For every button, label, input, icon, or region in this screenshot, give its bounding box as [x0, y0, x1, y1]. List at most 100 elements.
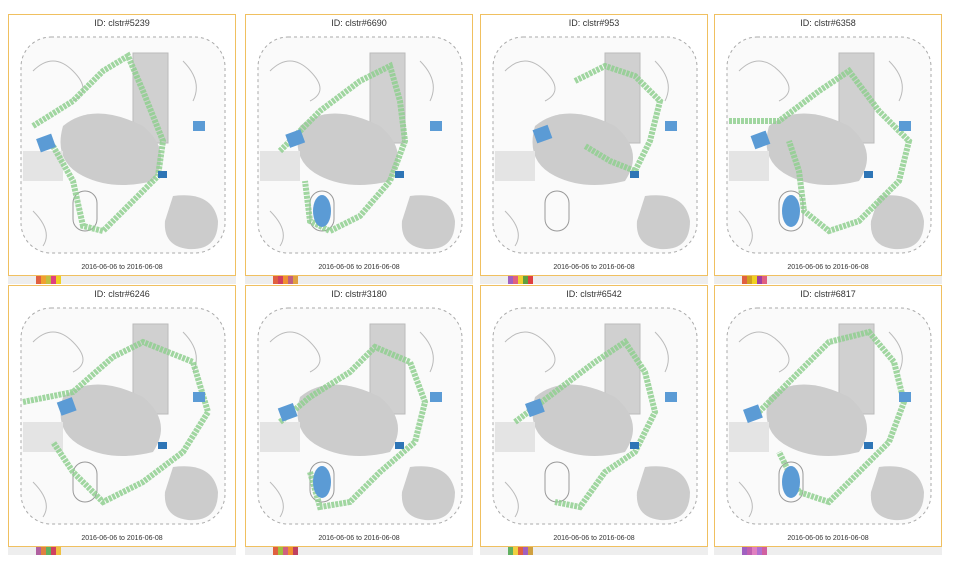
visited-attraction: [532, 124, 553, 144]
cluster-panel: ID: clstr#6246 2016-06-06 to 2016-06-08: [8, 285, 236, 547]
map-area: [260, 151, 300, 181]
cluster-panel: ID: clstr#3180 2016-06-06 to 2016-06-08: [245, 285, 473, 547]
visited-attraction: [193, 392, 205, 402]
cluster-panel: ID: clstr#953 2016-06-06 to 2016-06-08: [480, 14, 708, 276]
park-map: [492, 36, 698, 254]
map-lake: [401, 195, 455, 250]
activity-strip: [8, 547, 236, 555]
date-range: 2016-06-06 to 2016-06-08: [81, 535, 163, 542]
activity-segment: [513, 276, 518, 284]
activity-segment: [757, 547, 762, 555]
activity-segment: [36, 547, 41, 555]
activity-segment: [36, 276, 41, 284]
panel-title: ID: clstr#6358: [800, 18, 856, 28]
map-track: [778, 461, 804, 503]
activity-segment: [278, 276, 283, 284]
visited-attraction: [750, 130, 771, 150]
activity-segment: [273, 276, 278, 284]
visited-attraction: [899, 392, 911, 402]
map-lake: [870, 195, 924, 250]
activity-segment: [46, 547, 51, 555]
cluster-panel: ID: clstr#6542 2016-06-06 to 2016-06-08: [480, 285, 708, 547]
visit-route: [729, 66, 913, 235]
visit-route: [278, 343, 429, 511]
map-track: [544, 190, 570, 232]
activity-strip: [480, 547, 708, 555]
activity-segment: [518, 547, 523, 555]
map-lake: [297, 113, 398, 185]
activity-segment: [518, 276, 523, 284]
cluster-panel: ID: clstr#6358 2016-06-06 to 2016-06-08: [714, 14, 942, 276]
activity-segment: [283, 276, 288, 284]
activity-segment: [288, 547, 293, 555]
date-range: 2016-06-06 to 2016-06-08: [553, 264, 635, 271]
panel-title: ID: clstr#3180: [331, 289, 387, 299]
panel-title: ID: clstr#6542: [566, 289, 622, 299]
map-area: [729, 422, 769, 452]
activity-segment: [528, 276, 533, 284]
activity-segment: [747, 547, 752, 555]
visited-attraction: [158, 442, 167, 449]
map-lake: [164, 195, 218, 250]
activity-segment: [523, 547, 528, 555]
map-track: [72, 461, 98, 503]
map-lake: [401, 466, 455, 521]
visited-attraction: [285, 129, 306, 148]
date-range: 2016-06-06 to 2016-06-08: [318, 535, 400, 542]
visited-attraction: [430, 121, 442, 131]
activity-strip: [245, 547, 473, 555]
visit-route: [573, 62, 664, 175]
visited-attraction: [665, 121, 677, 131]
visited-attraction: [630, 442, 639, 449]
park-map: [20, 307, 226, 525]
visited-attraction: [430, 392, 442, 402]
visit-route: [31, 51, 167, 235]
park-map: [257, 307, 463, 525]
map-block: [132, 52, 169, 144]
park-map: [492, 307, 698, 525]
activity-strip: [480, 276, 708, 284]
visited-attraction: [782, 466, 800, 498]
map-paths: [269, 60, 434, 247]
activity-segment: [293, 547, 298, 555]
activity-segment: [46, 276, 51, 284]
activity-segment: [293, 276, 298, 284]
map-area: [495, 422, 535, 452]
visited-attraction: [743, 404, 763, 423]
visited-attraction: [864, 442, 873, 449]
activity-segment: [742, 547, 747, 555]
visited-attraction: [395, 171, 404, 178]
visited-attraction: [525, 398, 545, 418]
activity-segment: [51, 276, 56, 284]
visited-attraction: [36, 133, 56, 153]
date-range: 2016-06-06 to 2016-06-08: [787, 535, 869, 542]
map-area: [729, 151, 769, 181]
activity-segment: [752, 276, 757, 284]
panel-title: ID: clstr#953: [568, 18, 620, 28]
map-lake: [532, 113, 633, 185]
visited-attraction: [158, 171, 167, 178]
visited-attraction: [782, 195, 800, 227]
cluster-panel: ID: clstr#6690 2016-06-06 to 2016-06-08: [245, 14, 473, 276]
visited-attraction: [313, 466, 331, 498]
cluster-panel: ID: clstr#6817 2016-06-06 to 2016-06-08: [714, 285, 942, 547]
visited-attraction: [665, 392, 677, 402]
activity-segment: [273, 547, 278, 555]
map-lake: [636, 466, 690, 521]
visited-attraction: [395, 442, 404, 449]
map-lake: [766, 384, 867, 456]
map-track: [309, 190, 335, 232]
visited-attraction: [313, 195, 331, 227]
activity-segment: [757, 276, 762, 284]
map-lake: [164, 466, 218, 521]
activity-segment: [41, 276, 46, 284]
visit-route: [22, 338, 212, 506]
visited-attraction: [899, 121, 911, 131]
activity-segment: [762, 276, 767, 284]
date-range: 2016-06-06 to 2016-06-08: [81, 264, 163, 271]
activity-segment: [508, 547, 513, 555]
activity-segment: [41, 547, 46, 555]
map-paths: [504, 60, 669, 247]
activity-strip: [8, 276, 236, 284]
